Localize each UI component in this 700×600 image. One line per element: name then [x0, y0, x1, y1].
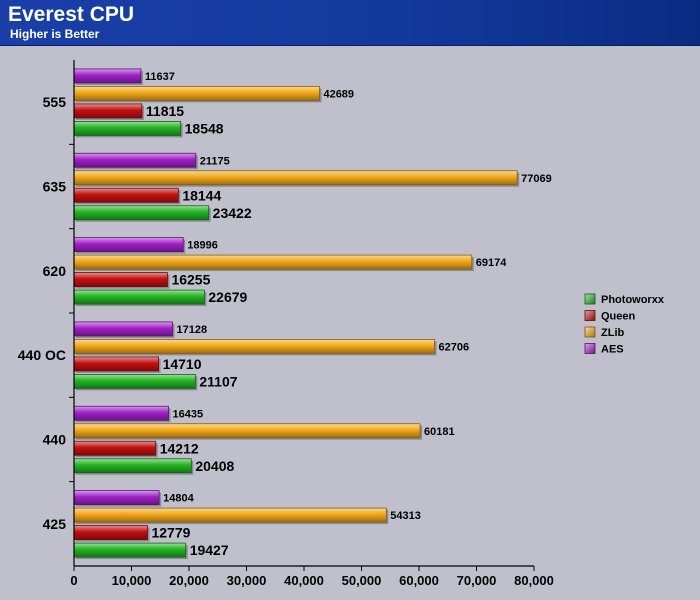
bar-zlib [73, 423, 421, 439]
data-label: 18548 [185, 120, 224, 136]
bar-aes [73, 152, 197, 168]
category-group [73, 321, 437, 391]
bar-queen [73, 525, 148, 540]
bar-zlib [73, 339, 435, 354]
category-label: 440 [43, 432, 67, 448]
data-label: 20408 [195, 458, 234, 474]
bar-aes [73, 405, 169, 421]
data-label: 19427 [190, 542, 229, 558]
data-label: 60181 [424, 426, 455, 438]
x-tick-label: 0 [70, 573, 77, 588]
legend-entry: Queen [584, 310, 636, 323]
data-label: 21175 [200, 155, 230, 167]
data-label: 11815 [146, 103, 184, 119]
plot-background [74, 60, 534, 566]
bar-photoworxx [73, 289, 205, 305]
legend-swatch [584, 310, 596, 321]
bar-aes [73, 490, 160, 505]
data-label: 21107 [199, 373, 237, 389]
bar-photoworxx [73, 458, 192, 474]
category-label: 440 OC [18, 347, 66, 363]
legend-label: AES [601, 344, 624, 356]
bar-aes [73, 68, 142, 84]
bar-queen [73, 440, 157, 456]
legend-label: Photoworxx [601, 294, 665, 306]
bar-photoworxx [73, 374, 196, 389]
bar-photoworxx [73, 121, 182, 136]
x-tick-label: 10,000 [112, 573, 152, 588]
plot-area [74, 60, 534, 566]
category-group [73, 237, 474, 307]
data-label: 16435 [173, 408, 204, 420]
category-label: 635 [43, 179, 67, 195]
bar-zlib [73, 254, 473, 270]
legend-swatch [584, 293, 596, 305]
data-label: 42689 [323, 88, 354, 100]
data-label: 62706 [439, 341, 470, 353]
bar-queen [73, 356, 159, 372]
bar-queen [73, 103, 143, 119]
x-tick-label: 30,000 [227, 573, 267, 588]
bar-photoworxx [73, 205, 210, 221]
legend-label: Queen [601, 311, 636, 323]
bar-zlib [73, 86, 320, 101]
category-label: 555 [43, 94, 67, 110]
legend-entry: ZLib [584, 326, 624, 339]
chart-subtitle: Higher is Better [10, 27, 100, 41]
x-tick-label: 20,000 [169, 573, 209, 588]
axes-layer: 555 635 620 440 OC 440 425 0 10,000 20,000 30,000… [18, 60, 554, 588]
data-label: 16255 [171, 272, 210, 288]
data-label: 54313 [390, 510, 421, 522]
bars-layer [73, 68, 520, 560]
data-label: 22679 [208, 289, 247, 305]
bar-zlib [73, 507, 387, 523]
category-label: 620 [43, 263, 67, 279]
data-label: 14710 [163, 356, 202, 372]
legend-label: ZLib [601, 327, 624, 339]
bar-queen [73, 272, 168, 287]
bar-queen [73, 187, 179, 203]
chart-title: Everest CPU [8, 3, 135, 26]
data-label: 18144 [182, 187, 221, 203]
data-label: 14212 [160, 440, 199, 456]
data-label: 23422 [213, 205, 252, 221]
x-tick-label: 70,000 [457, 573, 497, 588]
legend-swatch [584, 326, 596, 338]
bar-aes [73, 237, 184, 252]
data-label: 17128 [176, 324, 207, 336]
x-tick-label: 50,000 [342, 573, 382, 588]
legend-swatch [584, 343, 596, 354]
data-label: 12779 [151, 525, 190, 541]
legend: Photoworxx Queen ZLib AES [584, 293, 665, 356]
category-group [73, 68, 322, 138]
x-tick-label: 80,000 [514, 573, 554, 588]
legend-entry: AES [584, 343, 624, 356]
data-label: 14804 [163, 493, 194, 505]
category-group [73, 405, 423, 475]
data-label: 18996 [187, 240, 218, 252]
chart-header: Everest CPU Higher is Better [0, 0, 700, 46]
category-group [73, 152, 520, 222]
data-label: 77069 [521, 173, 552, 185]
bar-photoworxx [73, 542, 187, 558]
bar-aes [73, 321, 173, 337]
x-tick-label: 60,000 [399, 573, 439, 588]
legend-entry: Photoworxx [584, 293, 665, 306]
data-label: 69174 [476, 257, 507, 269]
bar-zlib [73, 170, 518, 186]
category-label: 425 [43, 516, 67, 532]
x-tick-label: 40,000 [284, 573, 324, 588]
data-label: 11637 [145, 71, 175, 83]
category-group [73, 490, 389, 560]
